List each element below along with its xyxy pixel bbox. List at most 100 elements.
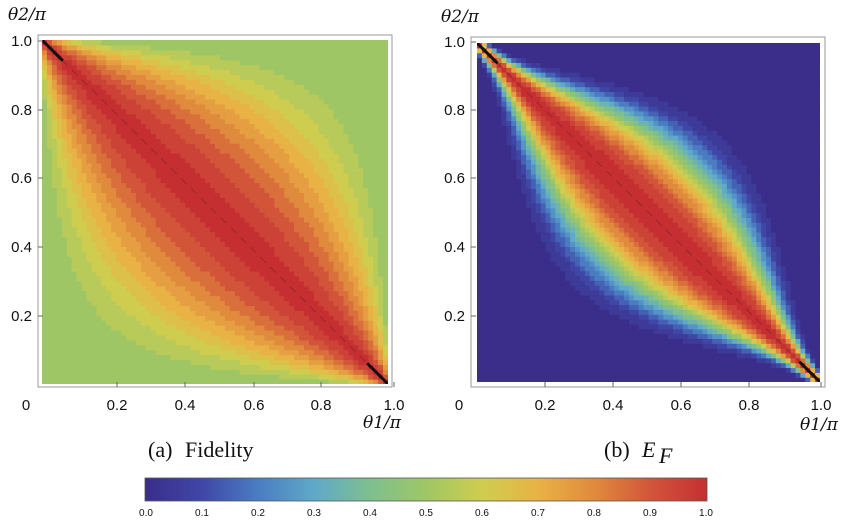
heatmap-cell [150,300,157,306]
heatmap-cell [160,290,167,297]
heatmap-cell [219,221,226,228]
heatmap-cell [170,310,177,316]
heatmap-cell [116,251,122,257]
heatmap-cell [46,192,53,198]
heatmap-cell [343,325,350,331]
heatmap-cell [61,241,68,247]
heatmap-cell [160,236,167,243]
heatmap-cell [303,108,310,115]
heatmap-cell [244,300,251,306]
heatmap-cell [313,167,320,174]
heatmap-cell [195,354,201,361]
heatmap-cell [76,108,83,115]
heatmap-cell [308,266,315,272]
heatmap-cell [368,270,374,277]
heatmap-cell [249,69,256,75]
heatmap-cell [175,177,181,184]
heatmap-cell [195,177,201,184]
heatmap-cell [165,172,172,179]
heatmap-cell [477,212,483,218]
heatmap-cell [348,305,354,311]
heatmap-cell [155,226,162,233]
heatmap-cell [91,226,97,233]
heatmap-cell [195,251,201,257]
heatmap-cell [170,133,177,139]
heatmap-cell [91,172,97,179]
heatmap-cell [313,374,320,380]
heatmap-cell [338,94,345,100]
heatmap-cell [180,315,186,321]
heatmap-cell [175,266,181,272]
heatmap-cell [308,305,315,311]
heatmap-cell [289,261,295,267]
entanglement-panel: 0 0.2 0.4 0.6 0.8 1.00.20.40.60.81.0 θ2/π θ1/… [441,7,839,468]
heatmap-cell [130,280,137,287]
heatmap-cell [170,334,177,341]
heatmap-cell [323,98,330,105]
heatmap-cell [244,182,251,189]
heatmap-cell [274,270,280,277]
heatmap-cell [165,280,172,287]
heatmap-cell [145,261,152,267]
heatmap-cell [126,226,132,233]
heatmap-cell [239,153,246,159]
heatmap-cell [343,69,350,75]
heatmap-cell [42,285,48,292]
heatmap-cell [76,290,83,297]
heatmap-cell [150,118,157,125]
heatmap-cell [363,256,369,262]
heatmap-cell [56,74,63,80]
heatmap-cell [205,379,211,384]
heatmap-cell [249,167,256,174]
heatmap-cell [249,128,256,134]
heatmap-cell [269,300,275,306]
heatmap-cell [61,84,68,90]
heatmap-cell [313,266,320,272]
heatmap-cell [81,329,88,336]
heatmap-cell [323,275,330,282]
heatmap-cell [254,197,261,203]
heatmap-cell [42,108,48,115]
heatmap-cell [343,280,350,287]
heatmap-cell [91,231,97,238]
heatmap-cell [348,334,354,341]
heatmap-cell [229,231,236,238]
heatmap-cell [46,275,53,282]
heatmap-cell [299,374,305,380]
heatmap-cell [308,84,315,90]
heatmap-cell [160,202,167,208]
heatmap-cell [234,98,241,105]
heatmap-cell [358,379,364,384]
heatmap-cell [294,290,300,297]
heatmap-cell [170,148,177,154]
heatmap-cell [155,212,162,218]
heatmap-cell [121,334,127,341]
heatmap-cell [383,216,388,223]
heatmap-cell [140,325,147,331]
heatmap-cell [175,118,181,125]
heatmap-cell [239,266,246,272]
heatmap-cell [76,315,83,321]
heatmap-cell [308,113,315,120]
heatmap-cell [76,143,83,149]
heatmap-cell [175,133,181,139]
heatmap-cell [373,334,379,341]
heatmap-cell [274,138,280,144]
heatmap-cell [353,290,359,297]
heatmap-cell [338,236,345,243]
heatmap-cell [313,44,320,51]
heatmap-cell [111,246,117,252]
heatmap-cell [224,79,231,85]
heatmap-cell [101,305,107,311]
heatmap-cell [338,290,345,297]
heatmap-cell [299,64,305,71]
heatmap-cell [42,84,48,90]
heatmap-cell [66,379,73,384]
heatmap-cell [279,246,285,252]
heatmap-cell [328,270,335,277]
heatmap-cell [239,290,246,297]
heatmap-cell [175,280,181,287]
heatmap-cell [56,251,63,257]
heatmap-cell [333,108,340,115]
heatmap-cell [42,261,48,267]
